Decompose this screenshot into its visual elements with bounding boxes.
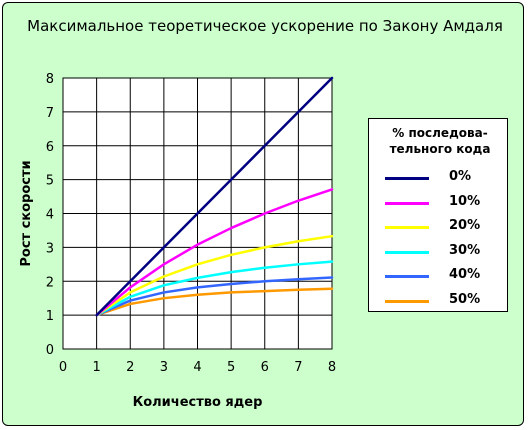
series-line-40pct xyxy=(95,276,334,317)
y-tick-label: 6 xyxy=(46,140,54,155)
chart-title: Максимальное теоретическое ускорение по … xyxy=(27,17,503,35)
legend-item: 10% xyxy=(385,194,505,212)
legend-swatch xyxy=(385,250,429,254)
legend-item: 20% xyxy=(385,218,505,236)
x-tick-label: 4 xyxy=(193,360,201,375)
y-tick-label: 4 xyxy=(46,208,54,223)
y-tick-label: 0 xyxy=(46,343,54,358)
legend-swatch xyxy=(385,226,429,229)
y-tick-label: 3 xyxy=(46,241,54,256)
x-tick-label: 1 xyxy=(92,360,100,375)
legend-swatch xyxy=(385,201,429,205)
legend-label: 0% xyxy=(449,169,472,184)
legend-label: 10% xyxy=(449,193,481,209)
x-tick-label: 3 xyxy=(160,360,168,375)
x-tick-label: 2 xyxy=(126,360,134,375)
x-axis-title: Количество ядер xyxy=(133,395,263,410)
y-tick-label: 2 xyxy=(46,275,54,290)
series-line-20pct xyxy=(95,234,334,317)
legend-label: 50% xyxy=(449,291,481,307)
legend-item: 0% xyxy=(385,169,505,187)
y-tick-label: 8 xyxy=(46,72,54,87)
x-tick-label: 6 xyxy=(261,360,269,375)
x-tick-label: 0 xyxy=(59,360,67,375)
y-tick-label: 1 xyxy=(46,309,54,324)
series-line-10pct xyxy=(95,188,334,317)
y-axis-title: Рост скорости xyxy=(19,160,34,266)
legend-item: 50% xyxy=(385,292,505,310)
legend-swatch xyxy=(385,275,429,278)
legend-label: 40% xyxy=(449,267,481,282)
series-line-30pct xyxy=(95,260,334,317)
legend-label: 20% xyxy=(449,218,481,233)
x-tick-label: 5 xyxy=(227,360,235,375)
series-line-0pct xyxy=(95,76,334,317)
plot-border xyxy=(62,77,333,350)
legend: % последова- тельного кода 0% 10% 20% 30% 40… xyxy=(368,118,508,312)
y-tick-label: 7 xyxy=(46,106,54,121)
legend-swatch xyxy=(385,177,429,180)
legend-item: 30% xyxy=(385,243,505,261)
x-tick-label: 7 xyxy=(294,360,302,375)
y-tick-label: 5 xyxy=(46,174,54,189)
series-line-50pct xyxy=(95,287,334,317)
legend-swatch xyxy=(385,299,429,303)
legend-item: 40% xyxy=(385,267,505,285)
x-tick-label: 8 xyxy=(328,360,336,375)
legend-title: % последова- тельного кода xyxy=(389,126,491,156)
legend-label: 30% xyxy=(449,242,481,258)
